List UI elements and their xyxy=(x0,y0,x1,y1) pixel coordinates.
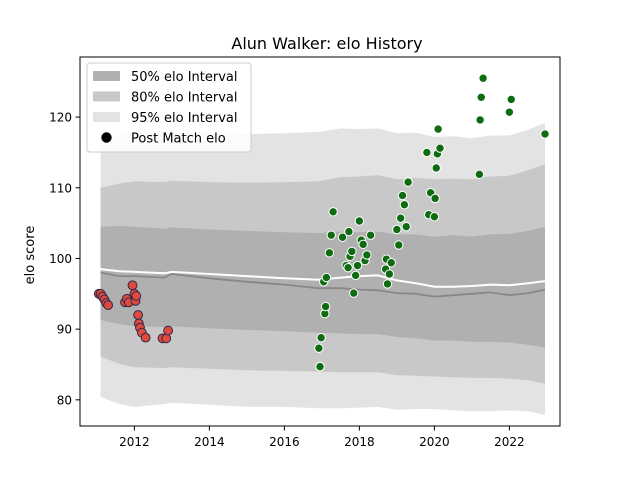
data-point-late xyxy=(429,212,440,222)
x-tick-label: 2022 xyxy=(494,435,525,449)
data-point-late xyxy=(392,224,402,235)
data-point-late xyxy=(382,279,393,289)
data-point-late xyxy=(474,169,485,180)
data-point-late xyxy=(321,272,332,283)
data-point-late xyxy=(386,258,396,268)
data-point-early xyxy=(163,325,174,336)
data-point-late xyxy=(354,216,365,226)
data-point-late xyxy=(478,73,488,83)
data-point-late xyxy=(506,94,516,105)
data-point-late xyxy=(347,246,357,257)
x-tick-label: 2014 xyxy=(194,435,225,449)
y-tick-label: 120 xyxy=(49,111,72,125)
data-point-late xyxy=(352,260,363,271)
data-point-late xyxy=(435,143,445,153)
legend-swatch-95 xyxy=(93,112,120,122)
data-point-early xyxy=(133,310,144,320)
data-point-late xyxy=(395,213,406,223)
data-point-late xyxy=(326,230,336,240)
y-tick-label: 110 xyxy=(49,181,72,195)
data-point-late xyxy=(324,248,335,258)
chart-title: Alun Walker: elo History xyxy=(231,34,422,53)
data-point-late xyxy=(343,262,353,273)
x-tick-label: 2012 xyxy=(119,435,150,449)
legend-swatch-50 xyxy=(93,71,120,81)
legend-label: 80% elo Interval xyxy=(131,91,238,106)
data-point-late xyxy=(433,124,443,134)
data-point-late xyxy=(431,163,441,173)
data-point-late xyxy=(349,288,359,298)
legend-label: 95% elo Interval xyxy=(131,111,238,126)
legend-marker-post-match xyxy=(101,132,112,143)
data-point-late xyxy=(422,147,432,158)
x-tick-label: 2016 xyxy=(269,435,300,449)
data-point-late xyxy=(358,239,368,250)
data-point-late xyxy=(384,269,395,279)
legend-label: 50% elo Interval xyxy=(131,70,238,85)
data-point-late xyxy=(362,250,372,260)
legend-box xyxy=(86,62,252,153)
data-point-late xyxy=(397,190,408,201)
data-point-late xyxy=(403,177,413,187)
data-point-late xyxy=(430,193,440,204)
data-point-late xyxy=(394,240,404,250)
data-point-late xyxy=(328,207,338,217)
legend-label: Post Match elo xyxy=(131,132,226,147)
data-point-late xyxy=(350,270,361,281)
data-point-late xyxy=(344,226,354,237)
x-tick-label: 2020 xyxy=(419,435,450,449)
axes: 2012 2014 2016 2018 2020 2022 80 90 100 110 120 xyxy=(49,56,561,449)
legend: 50% elo Interval 80% elo Interval 95% elo … xyxy=(86,62,252,153)
median-line xyxy=(100,271,546,298)
axes-frame xyxy=(79,56,561,427)
y-tick-label: 80 xyxy=(57,393,72,407)
data-point-late xyxy=(540,129,550,139)
y-tick-label: 100 xyxy=(49,252,72,266)
data-point-early xyxy=(127,280,138,291)
band-50-interval xyxy=(100,225,545,348)
y-axis-label: elo score xyxy=(23,226,38,285)
data-point-late xyxy=(315,361,325,372)
plot-area xyxy=(93,73,550,415)
data-point-early xyxy=(103,300,114,311)
legend-swatch-80 xyxy=(93,91,120,102)
data-point-early xyxy=(140,332,151,343)
data-point-late xyxy=(365,230,376,240)
data-point-late xyxy=(475,115,485,125)
data-point-late xyxy=(504,107,515,117)
data-point-late xyxy=(399,200,410,210)
data-point-late xyxy=(337,232,348,242)
data-point-late xyxy=(476,92,486,102)
plot-content xyxy=(93,73,550,415)
data-point-early xyxy=(131,291,142,301)
data-point-late xyxy=(316,332,326,343)
data-point-late xyxy=(314,343,324,353)
x-tick-label: 2018 xyxy=(344,435,375,449)
y-tick-label: 90 xyxy=(57,323,72,337)
data-point-late xyxy=(320,301,331,312)
data-point-late xyxy=(401,221,411,232)
